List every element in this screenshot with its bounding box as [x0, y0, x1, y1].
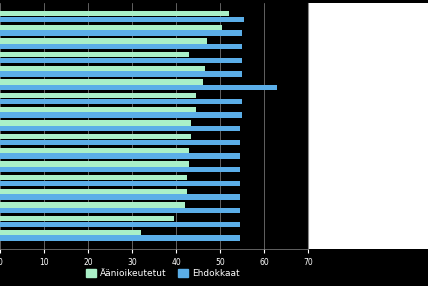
- Bar: [0, 38, 207, 43]
- Bar: [0, 72, 242, 77]
- Bar: [0, 235, 240, 241]
- Bar: [0, 208, 240, 213]
- Bar: [0, 25, 222, 30]
- Bar: [0, 148, 189, 153]
- Bar: [0, 216, 174, 221]
- Bar: [0, 120, 191, 126]
- Bar: [0, 44, 242, 49]
- Bar: [0, 167, 240, 172]
- Bar: [0, 99, 242, 104]
- Legend: Äänioikeutetut, Ehdokkaat: Äänioikeutetut, Ehdokkaat: [82, 265, 243, 281]
- Bar: [0, 202, 185, 208]
- Bar: [0, 52, 189, 57]
- Bar: [0, 85, 277, 90]
- Bar: [0, 66, 205, 71]
- Bar: [0, 230, 141, 235]
- Bar: [0, 17, 244, 22]
- Bar: [0, 134, 191, 139]
- Bar: [0, 175, 187, 180]
- Bar: [0, 222, 240, 227]
- Bar: [0, 31, 242, 36]
- Bar: [0, 126, 240, 131]
- Bar: [0, 189, 187, 194]
- Bar: [0, 154, 240, 159]
- Bar: [0, 11, 229, 16]
- Bar: [0, 112, 242, 118]
- Bar: [0, 194, 240, 200]
- Bar: [0, 107, 196, 112]
- Bar: [0, 181, 240, 186]
- Bar: [0, 93, 196, 98]
- Bar: [0, 140, 240, 145]
- Bar: [0, 80, 202, 85]
- Bar: [0, 58, 242, 63]
- Bar: [0, 161, 189, 166]
